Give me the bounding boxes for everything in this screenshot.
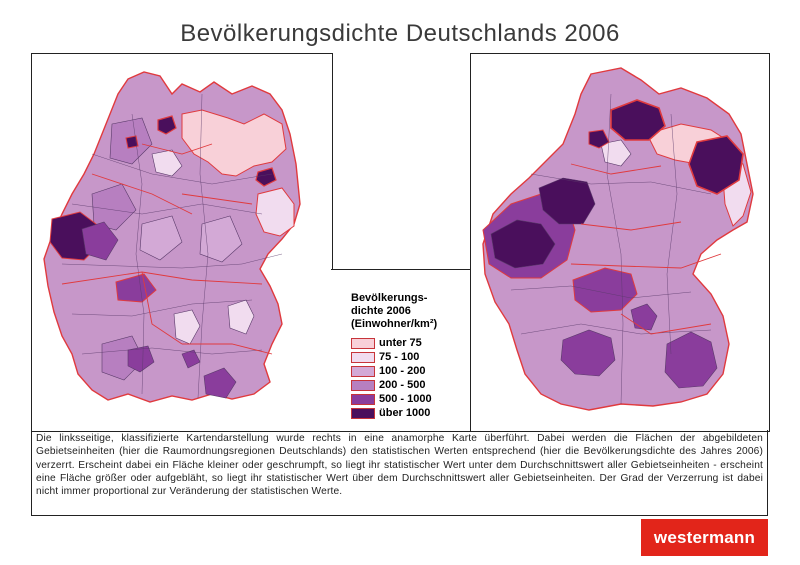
region-east-light: [255, 187, 295, 237]
legend-item: 500 - 1000: [351, 393, 432, 405]
legend-item: 100 - 200: [351, 365, 425, 377]
legend-label: 100 - 200: [379, 365, 426, 377]
cartogram-rhein-main: [572, 267, 638, 313]
legend-swatch: [351, 351, 375, 363]
cartogram-region-boundaries: [510, 93, 712, 405]
region-hamburg: [157, 115, 177, 135]
cartogram-bremen: [588, 129, 610, 149]
page-title: Bevölkerungsdichte Deutschlands 2006: [180, 20, 620, 47]
legend-item: unter 75: [351, 337, 422, 349]
legend-swatch: [351, 393, 375, 405]
choropleth-map-panel: [31, 53, 333, 432]
cartogram-map: [482, 67, 754, 411]
cartogram-nuremberg: [630, 303, 658, 331]
region-rhein: [81, 221, 119, 261]
region-boundaries: [61, 93, 283, 399]
legend-swatch: [351, 407, 375, 419]
cartogram-ruhr-core: [490, 219, 556, 269]
legend-label: unter 75: [379, 337, 422, 349]
region-bremen: [125, 135, 139, 149]
region-berlin: [255, 167, 277, 187]
region-stuttgart: [127, 345, 155, 373]
cartogram-munich: [664, 331, 718, 389]
legend-swatch: [351, 365, 375, 377]
region-mid-3: [199, 215, 243, 263]
choropleth-map: [43, 71, 301, 403]
cartogram-hamburg: [610, 99, 666, 141]
legend-label: über 1000: [379, 407, 431, 419]
legend-item: über 1000: [351, 407, 430, 419]
legend-swatch: [351, 379, 375, 391]
cartogram-map-panel: [470, 53, 770, 432]
description-text: Die linksseitige, klassifizierte Kartend…: [31, 430, 768, 516]
region-north-east-light: [181, 109, 287, 177]
state-borders: [61, 143, 273, 355]
cartogram-state-borders: [570, 163, 722, 335]
cartogram-stuttgart: [560, 329, 616, 377]
legend-item: 75 - 100: [351, 351, 419, 363]
legend-title: Bevölkerungs- dichte 2006 (Einwohner/km²…: [351, 292, 438, 330]
legend-label: 500 - 1000: [379, 393, 432, 405]
legend-label: 200 - 500: [379, 379, 426, 391]
westermann-logo: westermann: [641, 519, 768, 556]
region-central-light: [173, 309, 201, 345]
region-munich: [203, 367, 237, 399]
region-mid-2: [91, 183, 137, 231]
legend-item: 200 - 500: [351, 379, 425, 391]
legend-label: 75 - 100: [379, 351, 420, 363]
legend-swatch: [351, 337, 375, 349]
region-bavaria-east-light: [227, 299, 255, 335]
region-mid-5: [139, 215, 183, 261]
cartogram-berlin: [688, 135, 744, 195]
cartogram-northwest-core: [538, 177, 596, 225]
legend-panel: Bevölkerungs- dichte 2006 (Einwohner/km²…: [331, 269, 470, 432]
